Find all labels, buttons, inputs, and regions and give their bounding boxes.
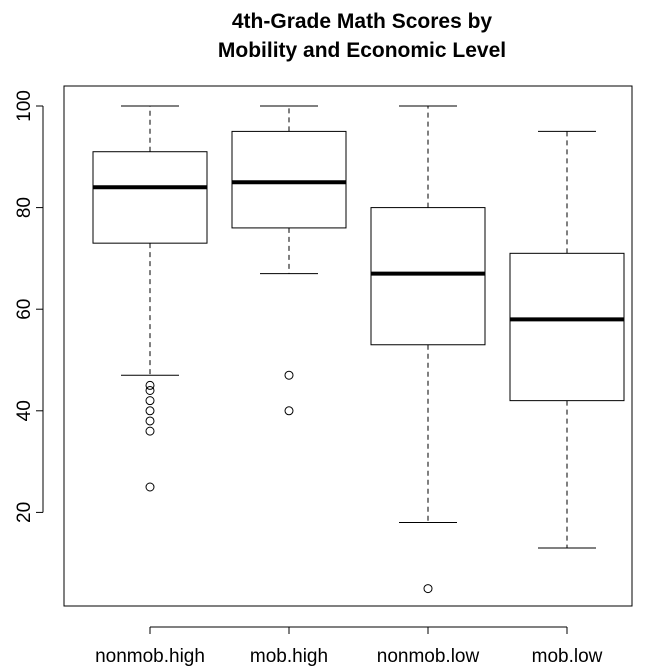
box-group-nonmob.high <box>92 105 208 492</box>
chart-title-line-2: Mobility and Economic Level <box>218 39 506 62</box>
x-tick-label: mob.low <box>532 646 603 667</box>
box-group-mob.low <box>509 130 625 549</box>
outlier-point <box>145 385 155 395</box>
box-group-mob.high <box>231 105 347 416</box>
x-tick-label: nonmob.high <box>95 646 205 667</box>
chart-title-line-1: 4th-Grade Math Scores by <box>232 10 493 33</box>
x-axis: nonmob.high mob.high nonmob.low mob.low <box>95 626 603 667</box>
outlier-point <box>284 406 294 416</box>
y-tick-label: 60 <box>14 299 35 320</box>
iqr-box <box>509 252 625 402</box>
y-tick-label: 20 <box>14 502 35 523</box>
outlier-point <box>145 380 155 390</box>
x-tick-label: nonmob.low <box>377 646 480 667</box>
plot-frame <box>63 85 633 607</box>
outlier-point <box>145 406 155 416</box>
y-tick-label: 100 <box>14 90 35 122</box>
iqr-box <box>231 130 347 229</box>
outlier-point <box>145 482 155 492</box>
outlier-point <box>145 426 155 436</box>
iqr-box <box>92 151 208 244</box>
iqr-box <box>370 207 486 346</box>
y-tick-label: 80 <box>14 197 35 218</box>
outlier-point <box>145 416 155 426</box>
y-tick-label: 40 <box>14 400 35 421</box>
box-group-nonmob.low <box>370 105 486 594</box>
outlier-point <box>284 370 294 380</box>
y-axis: 20 40 60 80 100 <box>14 90 44 523</box>
outlier-point <box>145 396 155 406</box>
outlier-point <box>423 584 433 594</box>
boxplot-marks <box>92 105 625 594</box>
x-tick-label: mob.high <box>250 646 328 667</box>
